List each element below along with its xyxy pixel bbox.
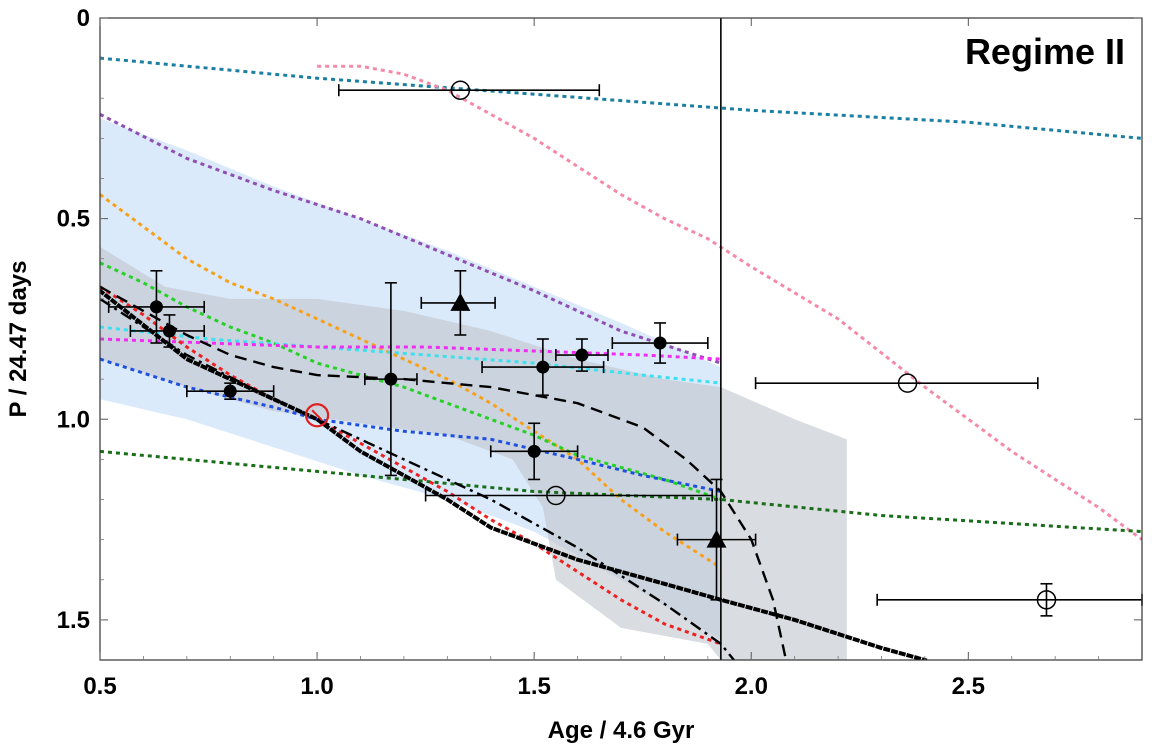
gray-band xyxy=(100,246,847,660)
open-circle-marker xyxy=(450,80,471,100)
data-point xyxy=(876,582,1143,617)
filled-circle-marker xyxy=(653,336,667,350)
filled-triangle-marker xyxy=(706,529,727,548)
data-points xyxy=(107,80,1143,617)
data-point xyxy=(611,322,709,364)
x-tick-label: 2.0 xyxy=(735,673,768,700)
data-point xyxy=(186,382,275,400)
open-circle-marker xyxy=(897,373,918,393)
filled-triangle-marker xyxy=(450,292,471,311)
sun-symbol-mark xyxy=(311,409,323,421)
bands xyxy=(100,118,847,660)
filled-circle-marker xyxy=(223,384,237,398)
y-axis-label: P / 24.47 days xyxy=(5,260,32,417)
sun-symbol-ring xyxy=(304,403,330,428)
filled-circle-marker xyxy=(527,444,541,458)
filled-circle-marker xyxy=(575,348,589,362)
x-tick-label: 1.5 xyxy=(517,673,550,700)
y-tick-label: 1.0 xyxy=(57,406,90,433)
red-dotted-line xyxy=(100,285,722,646)
filled-circle-marker xyxy=(149,300,163,314)
y-tick-label: 0 xyxy=(77,5,90,32)
teal-dotted-line xyxy=(100,56,1142,140)
x-tick-label: 2.5 xyxy=(952,673,985,700)
data-point xyxy=(364,282,418,477)
filled-circle-marker xyxy=(162,324,176,338)
data-point xyxy=(129,314,205,348)
data-point xyxy=(481,338,605,396)
blue-dotted-line xyxy=(100,357,722,493)
x-tick-label: 1.0 xyxy=(300,673,333,700)
purple-dotted-line xyxy=(100,112,722,365)
axis-ticks: 0.5 1.0 1.5 2.0 2.5 0 0.5 1.0 1.5 xyxy=(57,5,1142,700)
cyan-dotted-line xyxy=(100,325,722,385)
open-circle-marker xyxy=(1036,590,1057,610)
data-point xyxy=(420,269,496,336)
filled-circle-marker xyxy=(384,372,398,386)
regime-annotation: Regime II xyxy=(965,31,1125,72)
x-tick-label: 0.5 xyxy=(83,673,116,700)
filled-circle-marker xyxy=(536,360,550,374)
orange-dotted-line xyxy=(100,193,722,569)
data-point xyxy=(555,338,609,372)
data-point xyxy=(424,485,713,506)
open-circle-marker xyxy=(546,485,566,506)
data-point xyxy=(754,373,1039,393)
data-point xyxy=(489,422,579,481)
green-dotted-line xyxy=(100,261,722,501)
x-axis-label: Age / 4.6 Gyr xyxy=(548,717,695,744)
data-point xyxy=(337,80,601,100)
data-point xyxy=(304,403,330,428)
y-tick-label: 1.5 xyxy=(57,607,90,634)
black-dashed-upper-line xyxy=(100,285,788,660)
y-tick-label: 0.5 xyxy=(57,206,90,233)
data-point xyxy=(107,269,205,344)
pink-dotted-line xyxy=(317,64,1142,541)
data-point xyxy=(676,478,757,601)
black-dash-dot-line xyxy=(100,297,735,660)
